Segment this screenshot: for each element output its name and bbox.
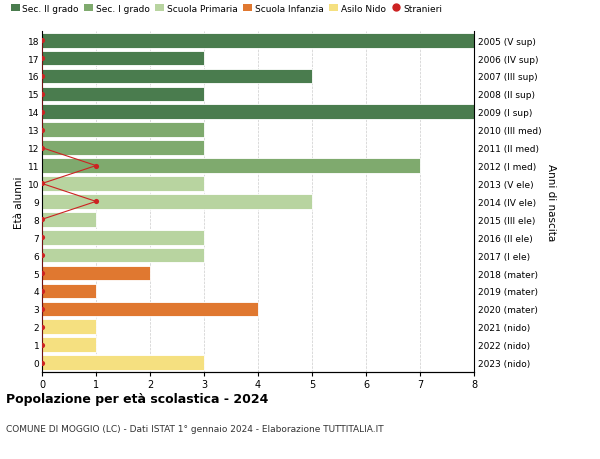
Point bbox=[91, 198, 101, 206]
Point bbox=[37, 109, 47, 116]
Text: COMUNE DI MOGGIO (LC) - Dati ISTAT 1° gennaio 2024 - Elaborazione TUTTITALIA.IT: COMUNE DI MOGGIO (LC) - Dati ISTAT 1° ge… bbox=[6, 425, 383, 434]
Point bbox=[37, 288, 47, 295]
Bar bbox=[42, 69, 312, 84]
Bar bbox=[42, 123, 204, 138]
Point bbox=[37, 324, 47, 331]
Bar bbox=[42, 284, 96, 299]
Point bbox=[37, 55, 47, 62]
Bar bbox=[42, 356, 204, 370]
Bar bbox=[42, 195, 312, 209]
Point bbox=[37, 234, 47, 241]
Point bbox=[37, 91, 47, 98]
Point bbox=[37, 127, 47, 134]
Point bbox=[37, 145, 47, 152]
Bar bbox=[42, 320, 96, 335]
Bar bbox=[42, 159, 420, 174]
Point bbox=[37, 252, 47, 259]
Bar bbox=[42, 338, 96, 353]
Bar bbox=[42, 213, 96, 227]
Point bbox=[37, 180, 47, 188]
Point bbox=[37, 270, 47, 277]
Point bbox=[91, 162, 101, 170]
Bar bbox=[42, 51, 204, 66]
Text: Popolazione per età scolastica - 2024: Popolazione per età scolastica - 2024 bbox=[6, 392, 268, 405]
Point bbox=[37, 37, 47, 45]
Bar bbox=[42, 105, 474, 120]
Bar bbox=[42, 141, 204, 156]
Point bbox=[37, 216, 47, 224]
Bar bbox=[42, 248, 204, 263]
Point bbox=[37, 73, 47, 80]
Bar bbox=[42, 87, 204, 102]
Point bbox=[37, 341, 47, 349]
Y-axis label: Età alunni: Età alunni bbox=[14, 176, 23, 228]
Point bbox=[37, 359, 47, 367]
Legend: Sec. II grado, Sec. I grado, Scuola Primaria, Scuola Infanzia, Asilo Nido, Stran: Sec. II grado, Sec. I grado, Scuola Prim… bbox=[11, 5, 442, 13]
Y-axis label: Anni di nascita: Anni di nascita bbox=[545, 163, 556, 241]
Bar bbox=[42, 266, 150, 281]
Bar bbox=[42, 177, 204, 191]
Point bbox=[37, 306, 47, 313]
Bar bbox=[42, 34, 474, 48]
Bar bbox=[42, 230, 204, 245]
Bar bbox=[42, 302, 258, 317]
